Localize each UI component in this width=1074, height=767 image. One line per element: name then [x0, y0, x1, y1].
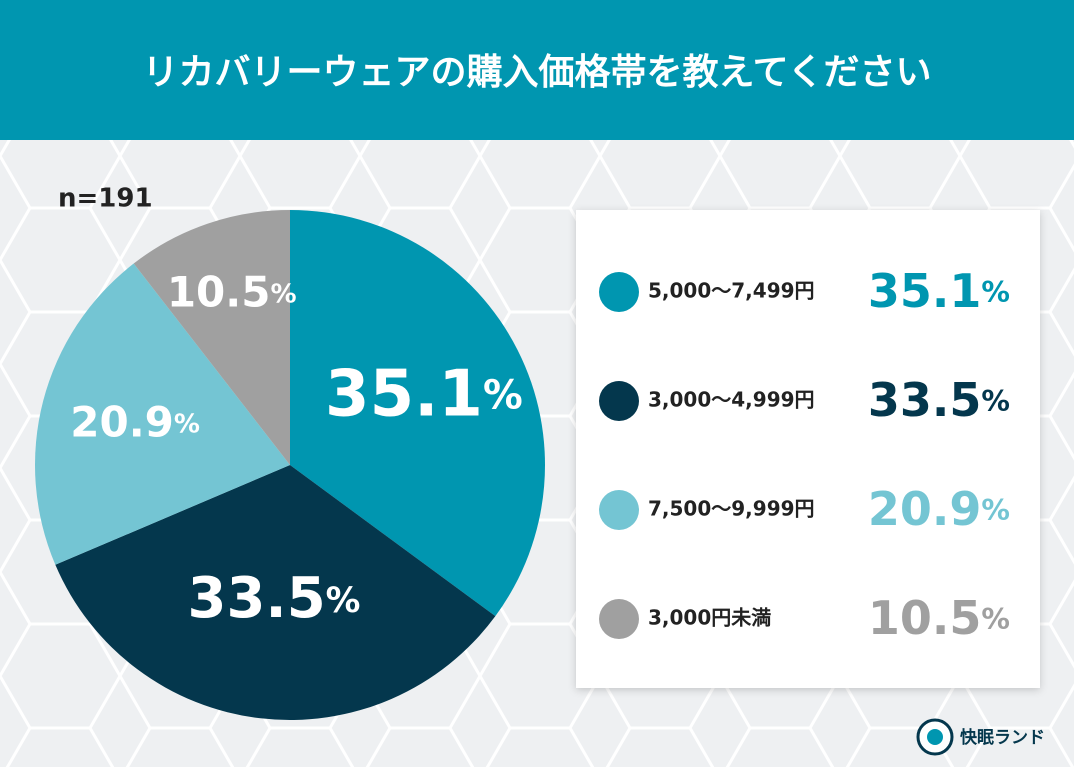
slice-label: 35.1%: [325, 357, 523, 431]
legend-value: 10.5%: [868, 591, 1010, 645]
legend-marker: [599, 272, 639, 312]
legend-marker: [599, 490, 639, 530]
legend-value: 35.1%: [868, 264, 1010, 318]
brand-name: 快眠ランド: [960, 727, 1045, 748]
pie-slice: [34, 263, 290, 565]
chart-title: リカバリーウェアの購入価格帯を教えてください: [142, 52, 931, 93]
header: [0, 0, 1074, 140]
legend-value: 20.9%: [868, 482, 1010, 536]
pie-slice: [55, 465, 496, 721]
brand-logo: 快眠ランド: [916, 718, 1045, 756]
logo-icon-inner: [927, 729, 943, 745]
legend-marker: [599, 381, 639, 421]
pie-slice: [133, 210, 290, 465]
legend-label: 3,000円未満: [648, 606, 771, 630]
sample-size: n=191: [58, 184, 153, 214]
pie-slice: [290, 210, 546, 617]
slice-label: 33.5%: [188, 566, 361, 631]
slice-label: 20.9%: [70, 397, 200, 446]
legend-box: [576, 210, 1040, 688]
legend-label: 5,000〜7,499円: [648, 279, 815, 303]
legend-label: 7,500〜9,999円: [648, 497, 815, 521]
legend-value: 33.5%: [868, 373, 1010, 427]
legend-marker: [599, 599, 639, 639]
slice-label: 10.5%: [167, 267, 297, 316]
legend-label: 3,000〜4,999円: [648, 388, 815, 412]
